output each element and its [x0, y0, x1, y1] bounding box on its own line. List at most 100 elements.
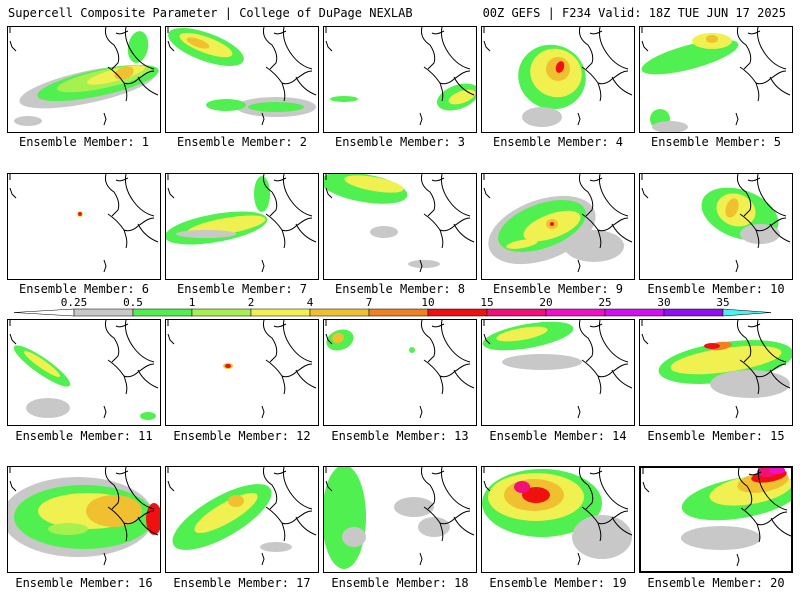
coastline [577, 259, 581, 273]
ensemble-map-4 [481, 26, 635, 133]
scp-contour [176, 230, 236, 238]
scp-contour [514, 481, 530, 493]
coastline [115, 30, 129, 35]
scp-contour [496, 326, 548, 342]
scp-contour [186, 37, 210, 49]
coastline [453, 223, 475, 243]
coastline [577, 552, 581, 566]
scp-contour [228, 495, 244, 507]
coastline [453, 369, 475, 389]
coastline [737, 27, 752, 70]
coastline [770, 517, 791, 537]
ensemble-map-9 [481, 173, 635, 280]
scp-contour [14, 116, 42, 126]
ensemble-map-13 [323, 319, 477, 426]
coastline [431, 470, 445, 475]
ensemble-map-12 [165, 319, 319, 426]
coastline [769, 223, 791, 243]
scp-contour [710, 370, 790, 398]
coastline [125, 467, 155, 510]
coastline [453, 516, 475, 536]
coastline [423, 506, 471, 525]
coastline [439, 229, 444, 249]
ensemble-map-1 [7, 26, 161, 133]
coastline [265, 66, 313, 85]
scp-contour [248, 102, 304, 112]
coastline [611, 76, 633, 96]
coastline [735, 405, 739, 419]
legend-tick-label: 20 [539, 296, 552, 309]
coastline [589, 177, 603, 182]
scp-contour [332, 332, 344, 344]
legend-swatch [368, 308, 429, 317]
scp-contour [550, 222, 554, 226]
coastline [103, 552, 107, 566]
coastline [589, 323, 603, 328]
scp-field [9, 27, 159, 126]
scp-contour [652, 121, 688, 132]
coastline [747, 30, 761, 35]
scp-field [167, 320, 317, 419]
scp-contour [23, 350, 61, 378]
coastline [597, 375, 602, 395]
scp-contour [409, 347, 415, 353]
coastline [421, 320, 436, 363]
coastline [167, 40, 175, 52]
legend-tick-label: 7 [366, 296, 373, 309]
coastline [747, 323, 761, 328]
coastline [325, 40, 333, 52]
coastline [325, 333, 333, 345]
coastline [107, 506, 155, 525]
legend-tick-label: 30 [657, 296, 670, 309]
coastline [740, 507, 788, 526]
ensemble-member-label: Ensemble Member: 17 [173, 576, 311, 590]
coastline [431, 177, 445, 182]
scp-contour [127, 31, 149, 63]
coastline [295, 76, 317, 96]
legend-tick-label: 15 [480, 296, 493, 309]
coastline [641, 333, 649, 345]
coastline [483, 187, 491, 199]
legend-swatch [191, 308, 252, 317]
coastline [125, 27, 155, 70]
coastline [103, 259, 107, 273]
coastline [103, 405, 107, 419]
scp-field [642, 468, 791, 567]
coastline [115, 470, 129, 475]
coastline [581, 66, 629, 85]
coastline [263, 27, 278, 70]
coastline [756, 523, 761, 543]
scp-contour [670, 345, 782, 375]
coastline [261, 405, 265, 419]
coastline [441, 27, 471, 70]
coastline [441, 467, 471, 510]
ensemble-map-17 [165, 466, 319, 573]
scp-contour [206, 99, 246, 111]
scp-contour [522, 107, 562, 127]
coastline [295, 369, 317, 389]
coastline [423, 359, 471, 378]
coastline [137, 516, 159, 536]
ensemble-member-label: Ensemble Member: 6 [18, 282, 150, 296]
scp-field [167, 467, 317, 566]
coastline [581, 359, 629, 378]
coastline [736, 553, 740, 567]
legend-tick-label: 2 [248, 296, 255, 309]
legend-swatch [309, 308, 370, 317]
legend-low-arrow [13, 308, 75, 317]
ensemble-member-label: Ensemble Member: 18 [331, 576, 469, 590]
color-legend: 0.25 0.5 1 2 4 7 10 15 20 25 30 35 [13, 296, 772, 317]
ensemble-map-16 [7, 466, 161, 573]
page-title: Supercell Composite Parameter | College … [8, 6, 413, 20]
legend-tick-label: 4 [307, 296, 314, 309]
coastline [755, 82, 760, 102]
legend-tick-label: 25 [598, 296, 611, 309]
coastline [483, 40, 491, 52]
coastline [167, 333, 175, 345]
coastline [263, 174, 278, 217]
ensemble-member-label: Ensemble Member: 9 [492, 282, 624, 296]
scp-contour [555, 61, 565, 73]
scp-contour [506, 239, 538, 249]
ensemble-member-label: Ensemble Member: 16 [15, 576, 153, 590]
ensemble-map-11 [7, 319, 161, 426]
